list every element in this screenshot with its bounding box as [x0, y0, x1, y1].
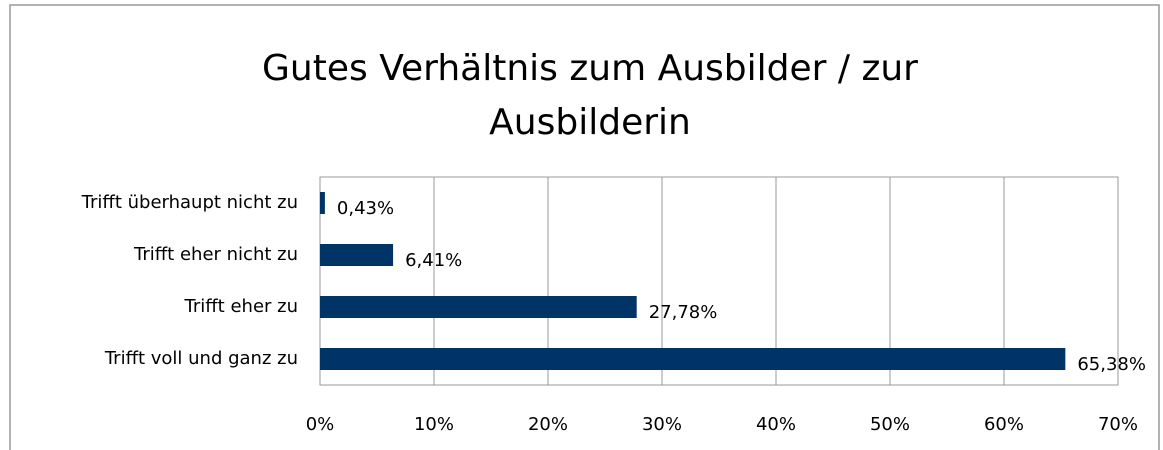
bar — [320, 244, 394, 266]
y-tick-label: Trifft eher zu — [184, 296, 298, 317]
chart-title: Ausbilderin — [489, 102, 691, 143]
x-tick-label: 0% — [306, 414, 335, 435]
y-tick-label: Trifft voll und ganz zu — [104, 348, 298, 369]
x-tick-label: 30% — [642, 414, 682, 435]
bar — [320, 348, 1066, 370]
value-label: 27,78% — [649, 302, 718, 323]
bar — [320, 296, 637, 318]
x-tick-label: 20% — [528, 414, 568, 435]
y-tick-label: Trifft eher nicht zu — [133, 244, 298, 265]
chart-frame — [9, 4, 1160, 450]
value-label: 65,38% — [1077, 354, 1146, 375]
x-tick-label: 60% — [984, 414, 1024, 435]
y-tick-label: Trifft überhaupt nicht zu — [81, 192, 298, 213]
chart-title: Gutes Verhältnis zum Ausbilder / zur — [262, 48, 918, 89]
x-tick-label: 50% — [870, 414, 910, 435]
x-tick-label: 70% — [1098, 414, 1138, 435]
x-tick-label: 40% — [756, 414, 796, 435]
value-label: 6,41% — [405, 250, 462, 271]
x-tick-label: 10% — [414, 414, 454, 435]
bar — [320, 192, 325, 214]
value-label: 0,43% — [337, 198, 394, 219]
plot-area — [319, 176, 1119, 386]
